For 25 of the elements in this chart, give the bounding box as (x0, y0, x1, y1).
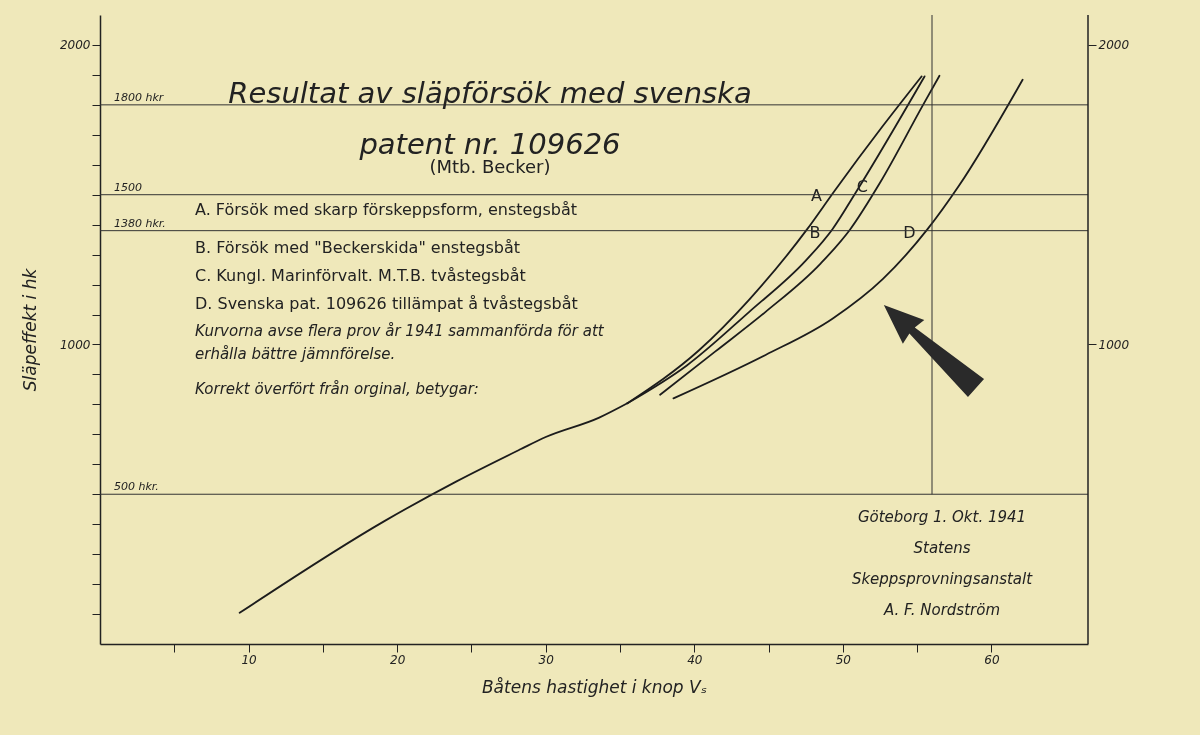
x-tick-label: 20 (390, 652, 406, 667)
y-axis-title: Släpeffekt i hk (19, 267, 40, 392)
annotation: Göteborg 1. Okt. 1941 (856, 508, 1028, 526)
annotation: C. Kungl. Marinförvalt. M.T.B. tvåstegsbåt (195, 266, 526, 285)
annotation: Skeppsprovningsanstalt (850, 570, 1034, 588)
annotation: D. Svenska pat. 109626 tillämpat å tvåstegsbåt (195, 294, 578, 313)
ref-line-label: 1800 hkr (114, 90, 165, 104)
ref-line-label: 1380 hkr. (114, 216, 166, 230)
ref-line-label: 1500 (114, 180, 142, 194)
annotation: Korrekt överfört från orginal, betygar: (195, 379, 479, 400)
annotation: A. Försök med skarp förskeppsform, enstegsbåt (195, 200, 578, 219)
x-tick-label: 30 (538, 652, 555, 667)
text: (Mtb. Becker) (429, 156, 552, 177)
x-tick-label: 40 (687, 652, 703, 667)
ref-line-label: 500 hkr. (114, 480, 159, 494)
y2-tick-label: 2000 (1098, 38, 1130, 53)
annotation: B. Försök med "Beckerskida" enstegsbåt (195, 238, 521, 257)
x-tick-label: 60 (984, 652, 1000, 667)
y2-tick-label: 1000 (1098, 337, 1130, 352)
x-tick-label: 50 (835, 652, 852, 667)
annotation: Kurvorna avse flera prov år 1941 sammanförda för att erhålla bättre jämnförelse. (195, 321, 605, 365)
annotation: A. F. Nordström (882, 601, 1001, 619)
x-axis-title: Båtens hastighet i knop Vₛ (481, 676, 708, 697)
x-tick-label: 10 (241, 652, 258, 667)
annotation: Statens (912, 539, 972, 557)
